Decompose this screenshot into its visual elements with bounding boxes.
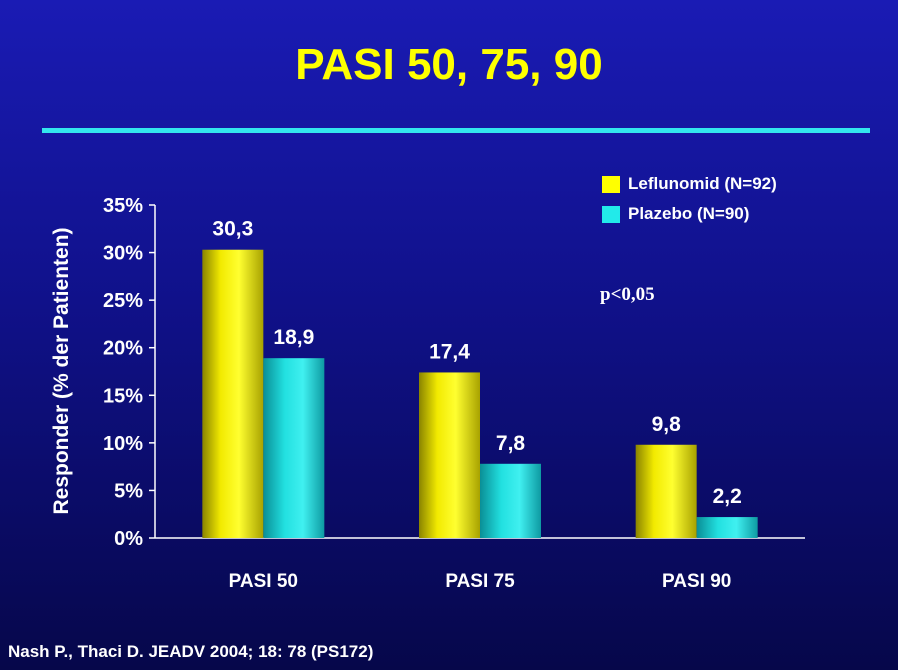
y-tick-label: 35% — [103, 195, 143, 217]
x-tick-label: PASI 90 — [662, 571, 731, 592]
x-tick-label: PASI 50 — [229, 571, 298, 592]
slide-title: PASI 50, 75, 90 — [295, 40, 603, 89]
data-label: 7,8 — [496, 432, 526, 455]
legend-swatch-leflunomid — [602, 175, 620, 193]
data-label: 30,3 — [212, 218, 253, 241]
legend-item-leflunomid: Leflunomid (N=92) — [602, 173, 777, 195]
y-tick-label: 25% — [103, 290, 143, 312]
citation-footnote: Nash P., Thaci D. JEADV 2004; 18: 78 (PS… — [8, 642, 374, 661]
data-label: 2,2 — [713, 485, 742, 508]
y-axis-label: Responder (% der Patienten) — [50, 227, 73, 514]
y-tick-label: 15% — [103, 385, 143, 407]
p-value-annotation: p<0,05 — [600, 284, 655, 305]
data-label: 9,8 — [652, 413, 682, 436]
x-tick-label: PASI 75 — [445, 571, 515, 592]
y-tick-label: 10% — [103, 433, 143, 455]
y-tick-label: 20% — [103, 338, 143, 360]
data-label: 18,9 — [273, 326, 314, 349]
data-label: 17,4 — [429, 340, 470, 363]
y-tick-label: 0% — [114, 528, 143, 550]
legend-item-plazebo: Plazebo (N=90) — [602, 203, 749, 225]
legend-label-plazebo: Plazebo (N=90) — [628, 204, 750, 223]
bar-leflunomid-pasi90 — [635, 444, 697, 538]
bar-plazebo-pasi75 — [480, 463, 541, 538]
title-divider — [42, 128, 870, 133]
y-tick-label: 5% — [114, 480, 143, 502]
bar-leflunomid-pasi50 — [202, 249, 264, 538]
y-tick-label: 30% — [103, 243, 143, 265]
legend-label-leflunomid: Leflunomid (N=92) — [628, 174, 777, 193]
bar-plazebo-pasi90 — [696, 517, 758, 538]
legend-swatch-plazebo — [602, 205, 620, 223]
bar-leflunomid-pasi75 — [419, 372, 480, 538]
bar-plazebo-pasi50 — [263, 358, 325, 538]
